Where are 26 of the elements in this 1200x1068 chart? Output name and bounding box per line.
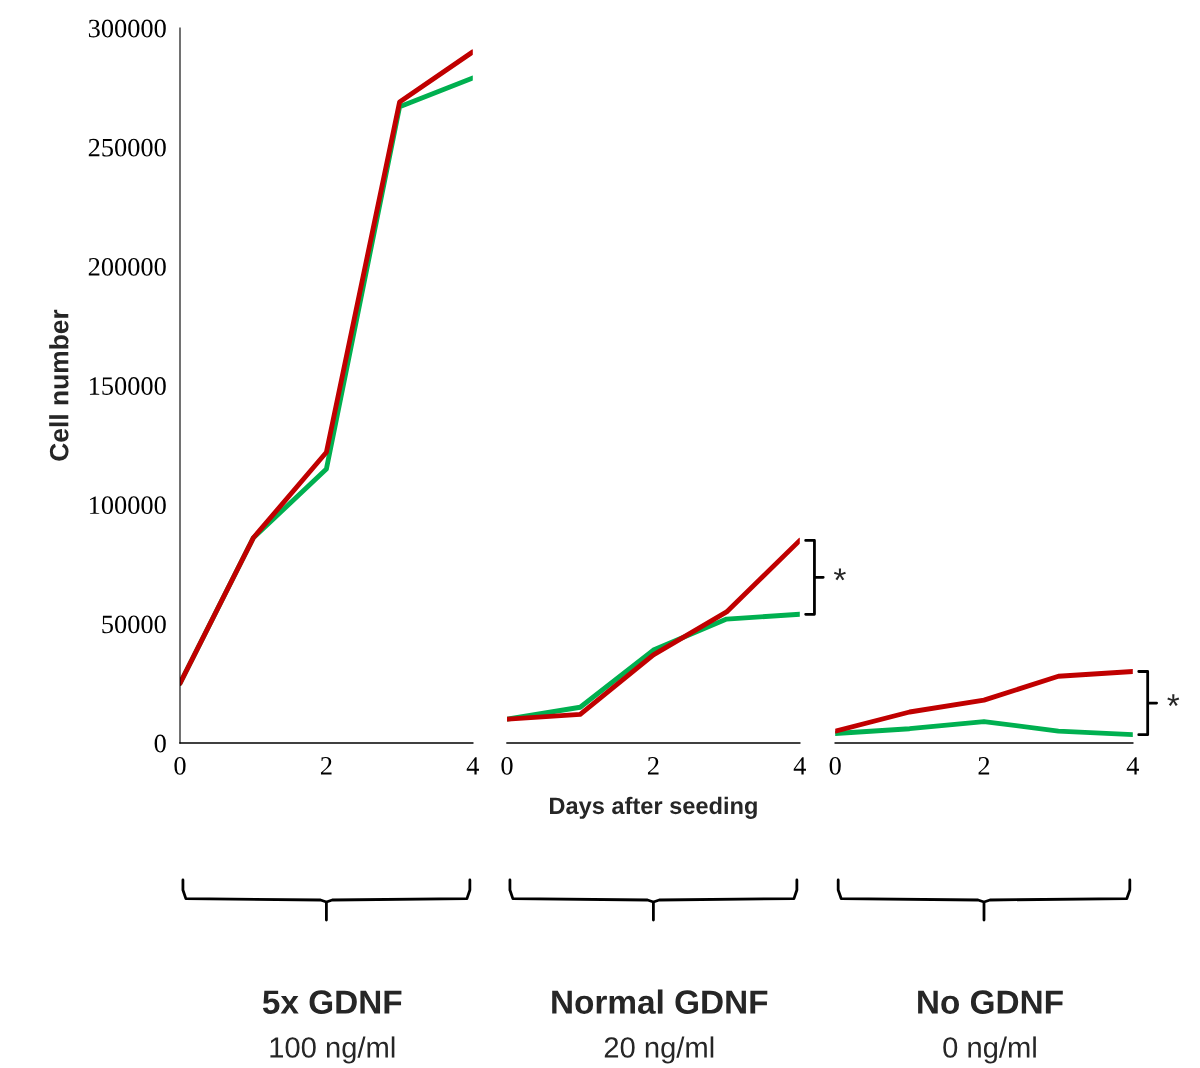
x-tick-label: 0: [174, 756, 186, 775]
x-axis-title: Days after seeding: [550, 796, 757, 819]
annotation: *: [833, 568, 846, 581]
x-tick-label: 4: [466, 757, 479, 775]
x-tick-label: 0: [829, 756, 841, 775]
text: *: [1167, 694, 1180, 707]
y-axis-title: Cell number: [49, 309, 69, 461]
x-tick-label: 2: [647, 757, 659, 775]
x-tick-label: 4: [793, 757, 806, 775]
y-tick-label: 100000: [89, 496, 166, 515]
text: 5x GDNF: [262, 990, 402, 1014]
y-tick-label: 150000: [89, 377, 166, 395]
x-tick-label: 4: [1126, 757, 1139, 775]
text: Normal GDNF: [552, 989, 768, 1014]
y-tick-label: 50000: [102, 615, 166, 634]
x-tick-label: 2: [320, 757, 332, 775]
y-tick-label: 0: [154, 734, 166, 753]
text: 100 ng/ml: [270, 1036, 395, 1064]
y-tick-label: 300000: [88, 19, 166, 38]
text: No GDNF: [918, 990, 1063, 1014]
y-tick-label: 200000: [88, 257, 166, 276]
y-tick-label: 250000: [88, 138, 166, 157]
x-tick-label: 0: [501, 756, 513, 775]
text: 0 ng/ml: [943, 1036, 1036, 1064]
x-tick-label: 2: [978, 757, 990, 775]
text: 20 ng/ml: [604, 1036, 714, 1064]
